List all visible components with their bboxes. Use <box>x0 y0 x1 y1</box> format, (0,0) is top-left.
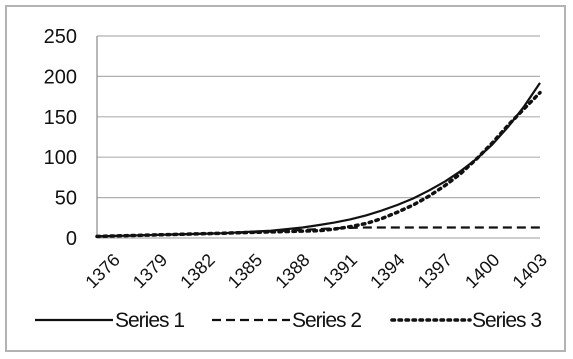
x-axis: 1376 1379 1382 1385 1388 1391 1394 1397 1400 1403 <box>81 250 551 292</box>
x-tick-label: 1400 <box>461 250 503 292</box>
y-tick-label: 200 <box>44 66 77 88</box>
x-tick-label: 1403 <box>509 250 551 292</box>
gridlines <box>97 35 540 239</box>
chart-frame <box>5 5 566 352</box>
legend: Series 1 Series 2 Series 3 <box>35 309 542 332</box>
y-tick-label: 50 <box>55 188 77 210</box>
series-lines <box>95 82 542 239</box>
y-axis: 0 50 100 150 200 250 <box>44 26 98 250</box>
legend-label-1: Series 1 <box>115 309 184 332</box>
series-line-1 <box>96 82 541 238</box>
y-tick-label: 150 <box>44 107 77 129</box>
x-tick-label: 1379 <box>129 250 171 292</box>
x-tick-label: 1376 <box>81 250 123 292</box>
x-tick-label: 1382 <box>176 250 218 292</box>
x-tick-label: 1397 <box>414 250 456 292</box>
x-tick-label: 1388 <box>271 250 313 292</box>
series-line-3 <box>95 90 542 239</box>
x-tick-label: 1385 <box>224 250 266 292</box>
x-tick-label: 1394 <box>366 250 408 292</box>
y-tick-label: 0 <box>66 228 77 250</box>
legend-label-2: Series 2 <box>292 309 361 332</box>
x-tick-label: 1391 <box>319 250 361 292</box>
legend-label-3: Series 3 <box>472 309 541 332</box>
y-tick-label: 100 <box>44 147 77 169</box>
y-tick-label: 250 <box>44 26 77 48</box>
